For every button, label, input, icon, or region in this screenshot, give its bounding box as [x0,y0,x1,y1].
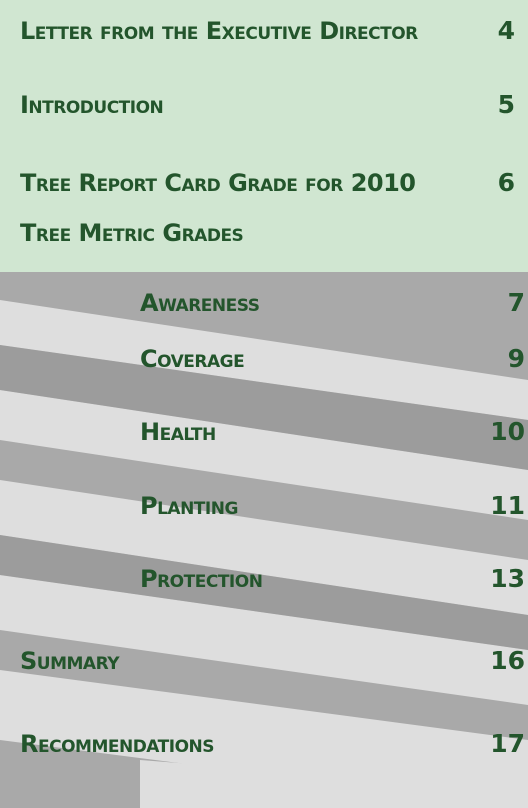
page: Letter from the Executive Director 4 Intro… [0,0,528,808]
page-number: 4 [455,16,515,46]
toc-subentry: Awareness [140,288,260,318]
toc-entry: Summary [20,646,119,676]
page-number: 5 [455,90,515,120]
toc-entry: Recommendations [20,729,214,759]
toc-subentry: Coverage [140,344,244,374]
page-number: 7 [465,288,525,318]
toc-subentry: Protection [140,564,262,594]
toc-entry: Tree Metric Grades [20,218,243,248]
background [0,0,528,808]
page-number: 6 [455,168,515,198]
toc-entry: Letter from the Executive Director [20,16,418,46]
toc-entry: Tree Report Card Grade for 2010 [20,168,416,198]
page-number: 13 [465,564,525,594]
page-number: 17 [465,729,525,759]
toc-subentry: Planting [140,491,238,521]
page-number: 9 [465,344,525,374]
toc-entry: Introduction [20,90,163,120]
toc-subentry: Health [140,417,216,447]
page-number: 10 [465,417,525,447]
page-number: 11 [465,491,525,521]
page-number: 16 [465,646,525,676]
